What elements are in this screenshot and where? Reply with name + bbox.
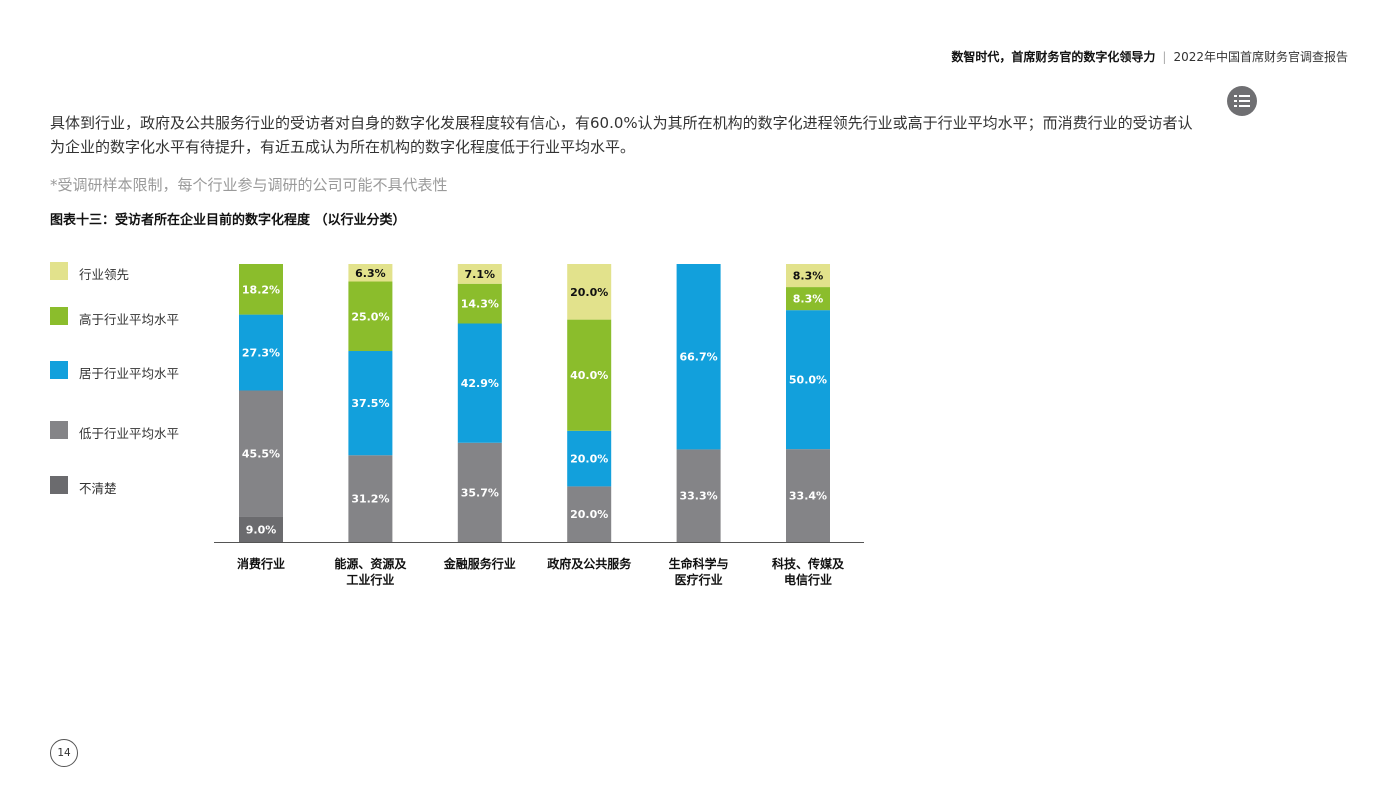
bar-segment	[239, 516, 283, 542]
bar-segment	[786, 310, 830, 450]
bar-segment	[457, 323, 502, 443]
bar-segment	[348, 264, 393, 282]
legend-label: 不清楚	[79, 481, 117, 496]
bar-segment	[786, 287, 830, 311]
data-label: 33.4%	[789, 490, 827, 503]
data-label: 50.0%	[789, 374, 827, 387]
bar-segment	[457, 442, 502, 542]
bar-segment	[786, 264, 830, 288]
category-label: 消费行业	[237, 556, 285, 571]
bar-segment	[239, 264, 283, 315]
header-title: 数智时代，首席财务官的数字化领导力	[951, 50, 1156, 64]
category-label: 医疗行业	[675, 572, 723, 587]
data-label: 18.2%	[242, 283, 280, 296]
category-label: 生命科学与	[669, 556, 729, 571]
category-label: 政府及公共服务	[547, 556, 632, 571]
bar-segment	[457, 283, 502, 324]
bar-segment	[239, 314, 283, 391]
intro-paragraph: 具体到行业，政府及公共服务行业的受访者对自身的数字化发展程度较有信心，有60.0…	[50, 114, 1193, 156]
data-label: 7.1%	[465, 268, 496, 281]
legend-swatch	[50, 262, 68, 280]
header-divider: |	[1162, 50, 1167, 64]
category-label: 电信行业	[784, 572, 832, 587]
data-label: 8.3%	[793, 293, 824, 306]
data-label: 20.0%	[570, 508, 608, 521]
stacked-bar-chart: 9.0% 45.5% 27.3% 18.2% 消费行业 31.2% 37.5% 25.0% 6.…	[214, 264, 864, 587]
page-header: 数智时代，首席财务官的数字化领导力 | 2022年中国首席财务官调查报告	[951, 48, 1348, 65]
sample-note: *受调研样本限制，每个行业参与调研的公司可能不具代表性	[50, 176, 448, 194]
data-label: 25.0%	[351, 310, 389, 323]
bar-segment	[676, 449, 721, 542]
legend-label: 低于行业平均水平	[79, 426, 180, 441]
category-label: 能源、资源及	[334, 556, 407, 571]
list-menu-icon	[1234, 95, 1250, 107]
bar-segment	[348, 281, 393, 352]
data-label: 42.9%	[461, 377, 499, 390]
category-label: 科技、传媒及	[772, 556, 845, 571]
bar-segment	[567, 319, 612, 431]
bar-segment	[676, 264, 721, 450]
page-number: 14	[50, 739, 78, 767]
data-label: 45.5%	[242, 448, 280, 461]
bar-segment	[348, 351, 393, 456]
chart-title: 图表十三：受访者所在企业目前的数字化程度 （以行业分类）	[50, 213, 406, 228]
bar-segment	[239, 390, 283, 517]
data-label: 9.0%	[246, 523, 277, 536]
data-label: 20.0%	[570, 286, 608, 299]
legend-label: 行业领先	[79, 267, 130, 282]
data-label: 66.7%	[680, 351, 718, 364]
bar-segment	[567, 486, 612, 542]
data-label: 20.0%	[570, 453, 608, 466]
data-label: 33.3%	[680, 490, 718, 503]
data-label: 40.0%	[570, 369, 608, 382]
category-label: 工业行业	[346, 572, 394, 587]
data-label: 37.5%	[351, 397, 389, 410]
header-report-name: 2022年中国首席财务官调查报告	[1173, 50, 1348, 64]
legend-label: 高于行业平均水平	[79, 312, 180, 327]
data-label: 8.3%	[793, 270, 824, 283]
legend-swatch	[50, 476, 68, 494]
legend-swatch	[50, 307, 68, 325]
bar-segment	[786, 449, 830, 542]
bar-segment	[457, 264, 502, 284]
data-label: 31.2%	[351, 493, 389, 506]
legend-swatch	[50, 361, 68, 379]
toc-button[interactable]	[1227, 86, 1257, 116]
legend-label: 居于行业平均水平	[79, 366, 180, 381]
data-label: 14.3%	[461, 298, 499, 311]
bar-segment	[567, 264, 612, 320]
bar-segment	[567, 430, 612, 487]
category-label: 金融服务行业	[443, 556, 516, 571]
data-label: 35.7%	[461, 486, 499, 499]
legend-swatch	[50, 421, 68, 439]
data-label: 27.3%	[242, 347, 280, 360]
data-label: 6.3%	[355, 267, 386, 280]
bar-segment	[348, 455, 393, 542]
